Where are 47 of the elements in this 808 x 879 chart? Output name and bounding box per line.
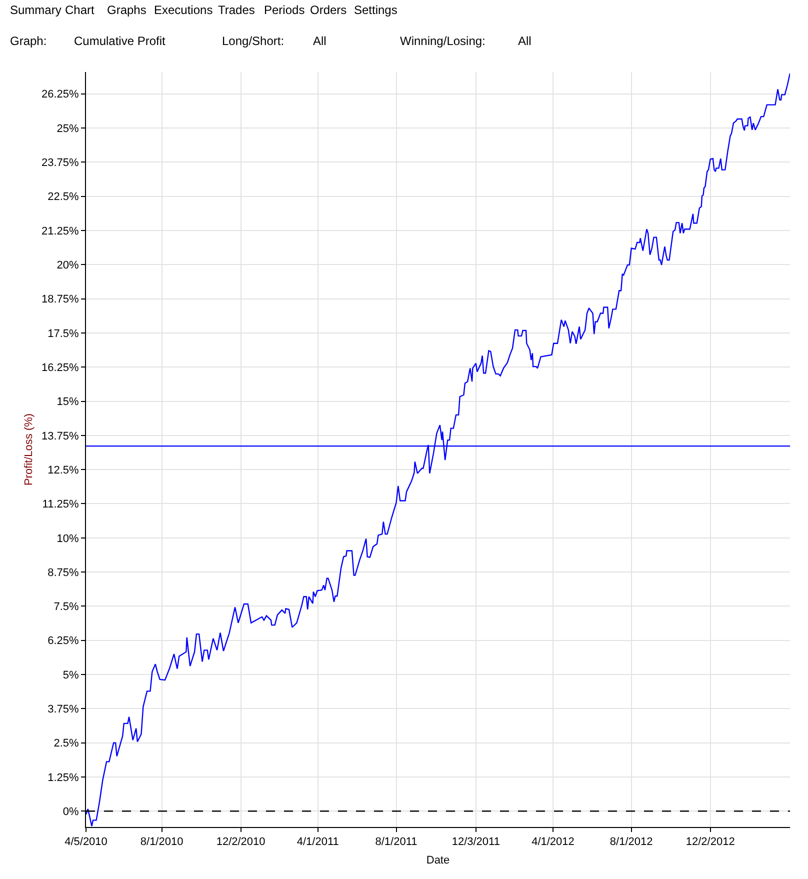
text: Cumulative Profit [74, 34, 166, 48]
y-tick-label: 16.25% [41, 362, 80, 374]
x-tick-label: 4/5/2010 [64, 836, 108, 848]
y-tick-label: 15% [56, 396, 80, 408]
y-tick-label: 6.25% [48, 635, 80, 648]
y-tick-label: 23.75% [41, 157, 80, 170]
y-tick-label: 21.25% [41, 225, 80, 238]
y-tick-label: 8.75% [48, 566, 80, 579]
text: Chart [65, 3, 96, 17]
y-tick-label: 12.5% [48, 464, 80, 476]
y-tick-label: 0% [62, 806, 80, 818]
x-tick-label: 8/1/2011 [375, 836, 418, 848]
x-tick-label: 12/2/2010 [216, 836, 266, 848]
y-tick-label: 11.25% [42, 498, 80, 511]
x-axis-title: Date [426, 854, 450, 866]
x-tick-label: 8/1/2010 [140, 836, 184, 848]
x-tick-label: 4/1/2012 [532, 836, 574, 848]
y-tick-label: 18.75% [41, 294, 80, 306]
text: Trades [218, 3, 255, 17]
y-tick-label: 7.5% [54, 601, 80, 614]
y-tick-label: 22.5% [48, 191, 80, 204]
text: All [313, 34, 326, 48]
text: Periods [264, 3, 305, 17]
y-tick-label: 26.25% [41, 88, 80, 101]
text: Executions [154, 3, 213, 17]
text: Winning/Losing: [400, 34, 486, 48]
y-tick-label: 20% [56, 259, 80, 272]
text: Long/Short: [222, 34, 284, 48]
y-axis-title: Profit/Loss (%) [23, 413, 36, 486]
y-tick-label: 13.75% [41, 430, 80, 442]
text: Summary [10, 3, 62, 17]
x-tick-label: 12/3/2011 [452, 836, 500, 848]
x-tick-label: 12/2/2012 [686, 836, 735, 848]
y-tick-label: 1.25% [48, 772, 80, 784]
text: Orders [310, 3, 347, 17]
x-tick-label: 8/1/2012 [610, 836, 653, 848]
text: All [518, 34, 532, 48]
y-tick-label: 10% [56, 532, 80, 545]
x-tick-label: 4/1/2011 [296, 836, 339, 848]
y-tick-label: 2.5% [54, 738, 80, 750]
y-tick-label: 5% [62, 669, 80, 682]
text: Graph: [10, 34, 47, 48]
text: Settings [354, 3, 398, 17]
y-tick-label: 25% [56, 122, 80, 135]
y-tick-label: 17.5% [48, 328, 80, 340]
text: Graphs [107, 3, 146, 17]
y-tick-label: 3.75% [48, 704, 80, 716]
